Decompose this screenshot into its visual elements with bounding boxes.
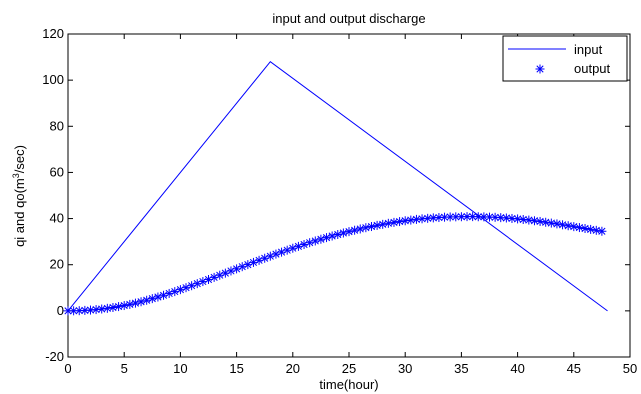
data-point-output [591, 225, 601, 235]
data-point-output [558, 220, 568, 230]
data-point-output [366, 222, 376, 232]
data-point-output [147, 294, 157, 304]
data-point-output [327, 231, 337, 241]
data-point-output [136, 297, 146, 307]
data-point-output [361, 223, 371, 233]
data-point-output [130, 298, 140, 308]
data-point-output [63, 306, 73, 316]
data-point-output [580, 223, 590, 233]
legend-output-swatch [535, 64, 545, 74]
legend-box [502, 35, 628, 82]
y-tick-label: 60 [50, 164, 64, 179]
series-line-input [67, 60, 608, 312]
data-point-output [552, 219, 562, 229]
data-point-output [355, 224, 365, 234]
data-point-output [428, 213, 438, 223]
data-point-output [597, 226, 607, 236]
data-point-output [288, 243, 298, 253]
x-tick-label: 40 [510, 361, 524, 376]
x-tick-label: 30 [398, 361, 412, 376]
data-point-output [338, 228, 348, 238]
x-axis: 0 5 10 15 20 25 30 35 40 45 50 [64, 34, 637, 376]
x-tick-label: 25 [342, 361, 356, 376]
x-tick-label: 20 [286, 361, 300, 376]
data-point-output [310, 236, 320, 246]
data-point-output [91, 305, 101, 315]
y-axis: -20 0 20 40 60 80 100 120 [42, 26, 630, 364]
data-point-output [333, 229, 343, 239]
data-point-output [372, 220, 382, 230]
y-tick-label: 120 [42, 26, 64, 41]
x-tick-label: 15 [229, 361, 243, 376]
y-tick-label: 100 [42, 72, 64, 87]
data-point-output [569, 222, 579, 232]
data-point-output [574, 223, 584, 233]
legend-output-label: output [574, 61, 611, 76]
data-point-output [316, 234, 326, 244]
x-axis-label: time(hour) [319, 377, 378, 392]
y-tick-label: 80 [50, 118, 64, 133]
series-markers-output [63, 212, 607, 316]
y-axis-label: qi and qo(m3/sec) [11, 145, 27, 247]
data-point-output [350, 225, 360, 235]
data-point-output [496, 213, 506, 223]
x-tick-label: 10 [173, 361, 187, 376]
x-tick-label: 5 [121, 361, 128, 376]
data-point-output [378, 219, 388, 229]
data-point-output [125, 299, 135, 309]
data-point-output [153, 292, 163, 302]
plot-area [67, 33, 631, 358]
data-point-output [411, 214, 421, 224]
data-point-output [541, 217, 551, 227]
data-point-output [114, 302, 124, 312]
x-tick-label: 50 [623, 361, 637, 376]
x-tick-label: 0 [64, 361, 71, 376]
data-point-output [108, 303, 118, 313]
legend: input output [502, 35, 628, 82]
data-point-output [142, 295, 152, 305]
data-point-output [305, 238, 315, 248]
data-point-output [383, 218, 393, 228]
y-tick-label: 0 [57, 303, 64, 318]
chart-title: input and output discharge [272, 11, 425, 26]
legend-input-label: input [574, 42, 603, 57]
data-point-output [74, 306, 84, 316]
data-point-output [462, 212, 472, 222]
y-tick-label: 40 [50, 211, 64, 226]
x-tick-label: 45 [567, 361, 581, 376]
data-point-output [322, 233, 332, 243]
data-point-output [119, 301, 129, 311]
data-point-output [260, 253, 270, 263]
data-point-output [563, 221, 573, 231]
data-point-output [344, 227, 354, 237]
data-point-output [546, 218, 556, 228]
data-point-output [513, 214, 523, 224]
y-tick-label: 20 [50, 257, 64, 272]
x-tick-label: 35 [454, 361, 468, 376]
data-point-output [518, 214, 528, 224]
series-layer [63, 60, 608, 316]
data-point-output [586, 224, 596, 234]
y-tick-label: -20 [45, 349, 64, 364]
legend-star-marker [535, 64, 545, 74]
